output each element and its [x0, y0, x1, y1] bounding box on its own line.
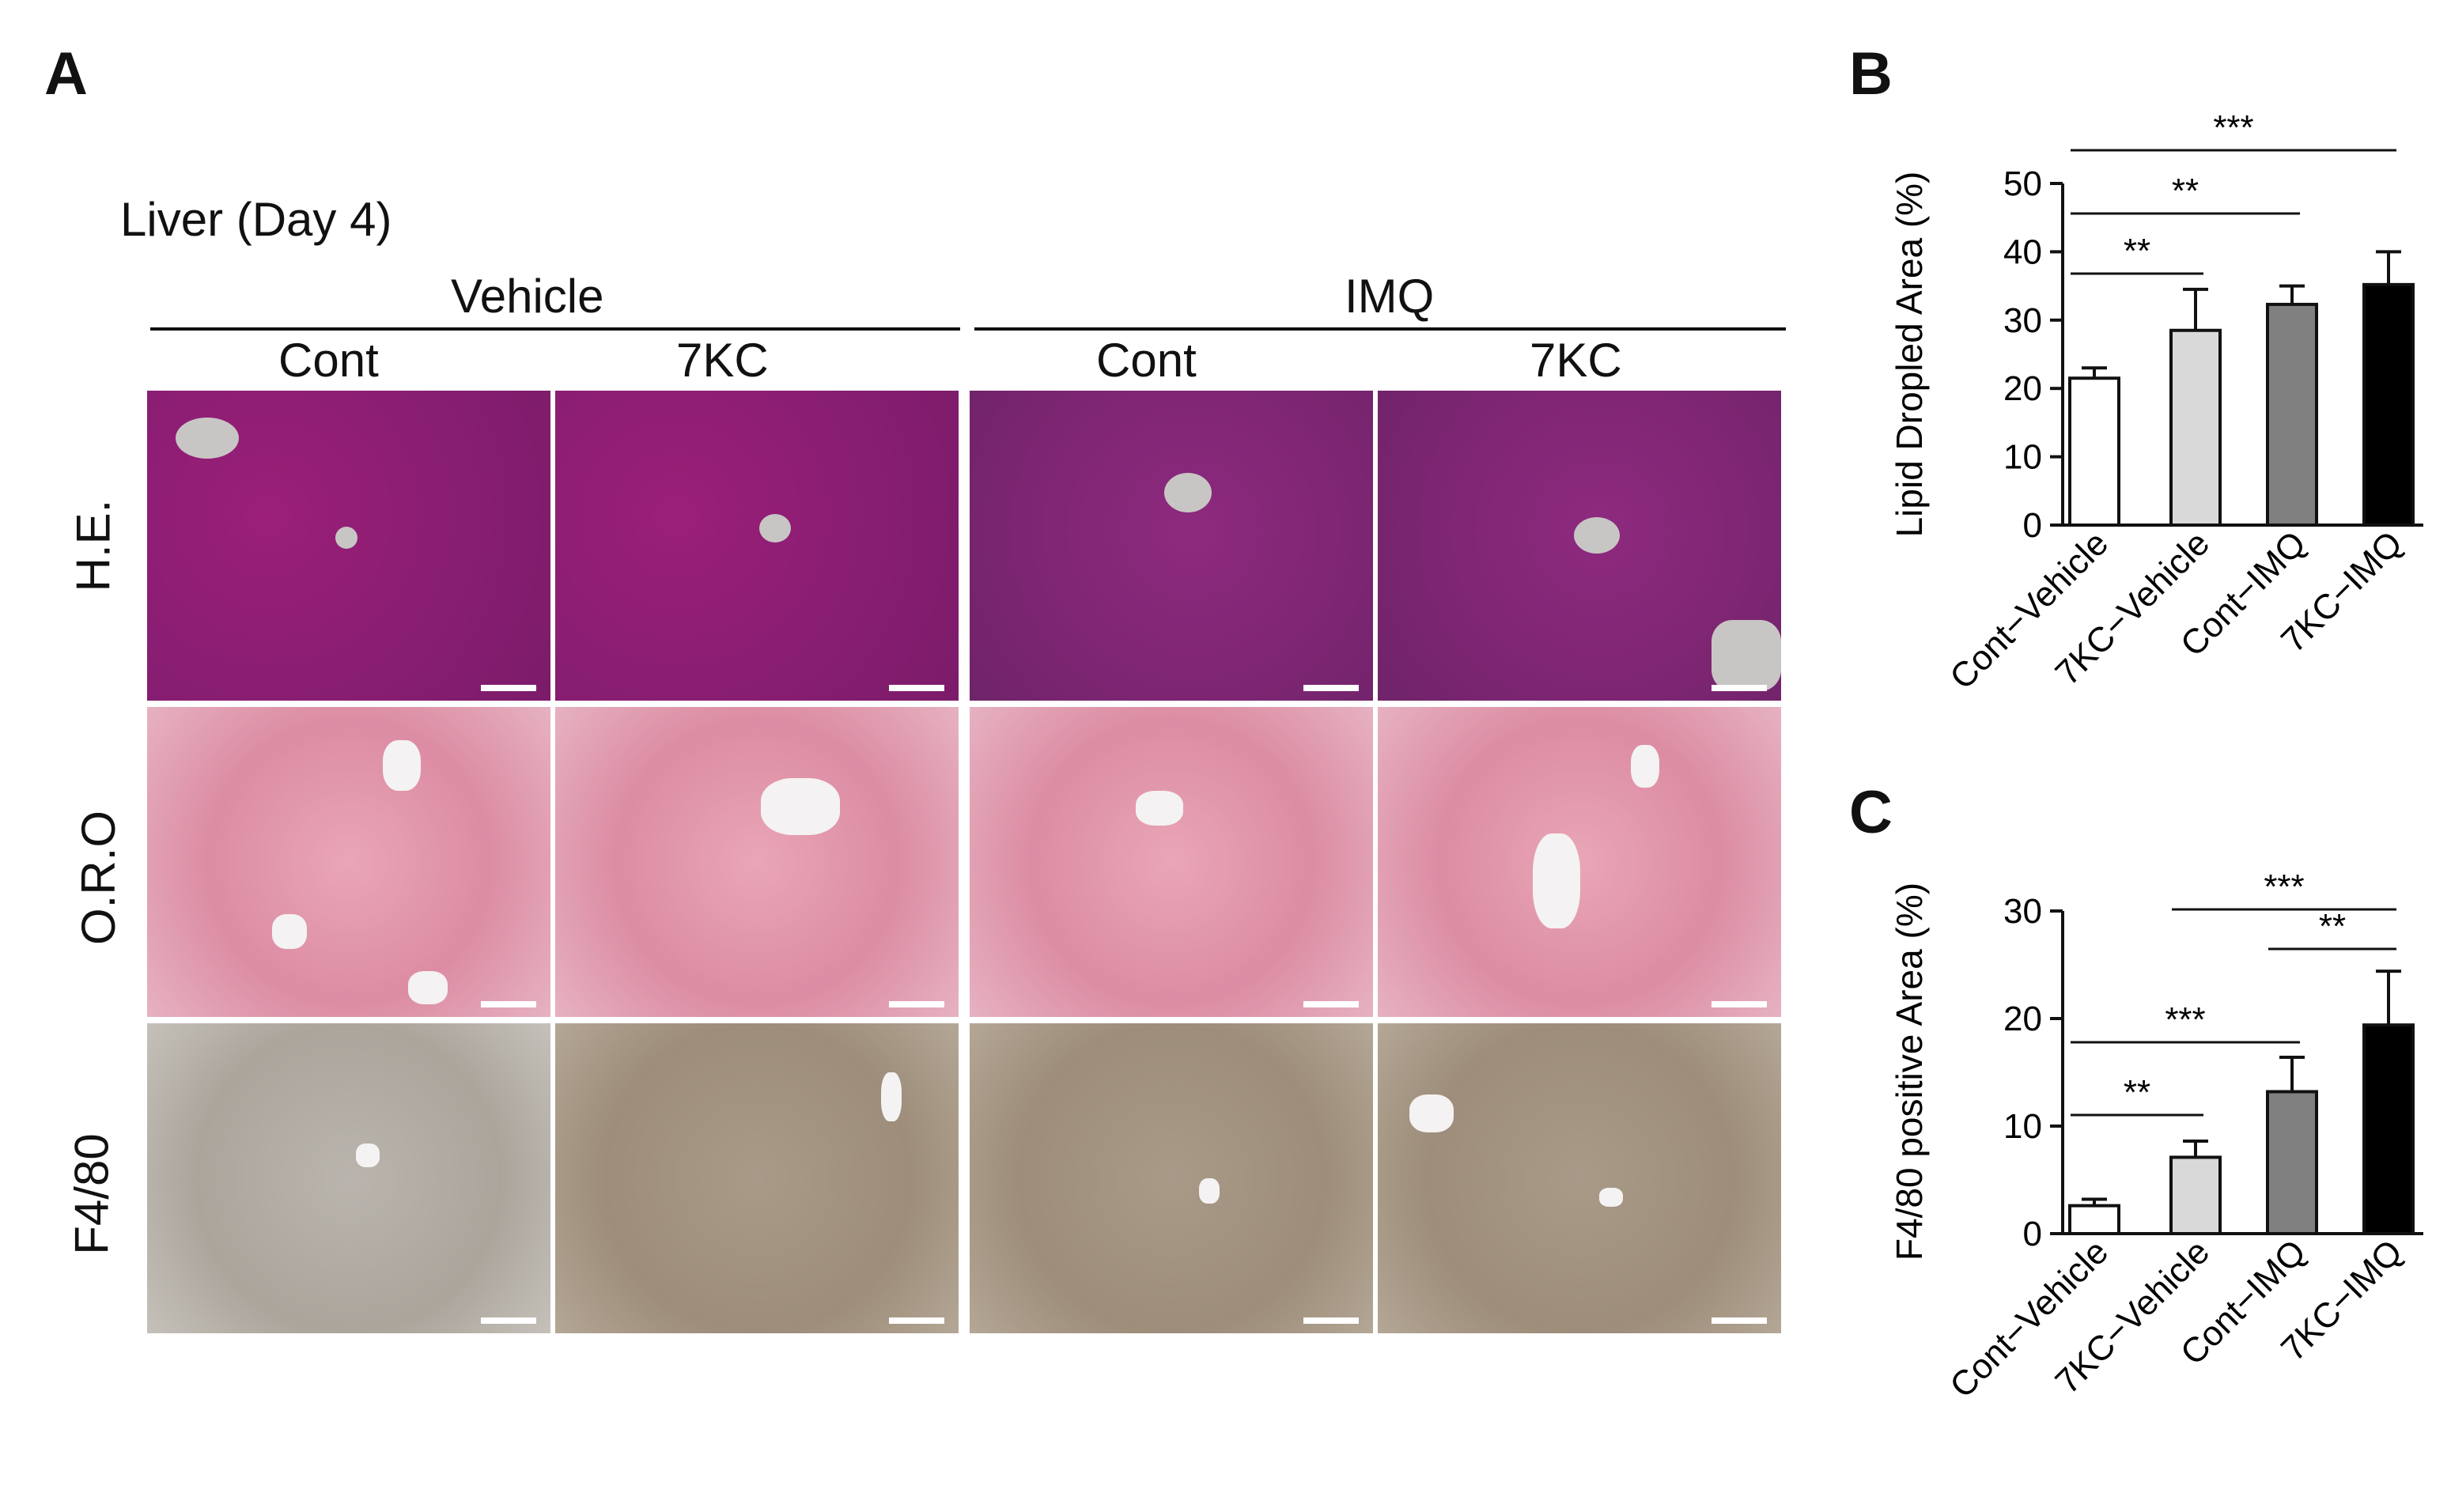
chart-c-significance-label: **: [2319, 907, 2346, 946]
chart-c-significance-label: **: [2124, 1073, 2150, 1112]
chart-b-significance-label: **: [2172, 172, 2199, 210]
chart-c-y-axis-title: F4/80 positive Area (%): [1889, 883, 1930, 1261]
chart-c-bar: [2266, 1090, 2318, 1235]
micrograph-oro-7kc-imq: [1378, 707, 1781, 1017]
chart-b-ytick-label: 20: [2003, 369, 2042, 408]
chart-b-bar: [2362, 282, 2415, 527]
group-label-imq: IMQ: [1345, 270, 1435, 323]
chart-c-significance-label: ***: [2165, 1000, 2205, 1039]
micrograph-f480-7kc-imq: [1378, 1023, 1781, 1333]
chart-b-ytick-label: 10: [2003, 438, 2042, 477]
chart-b-y-axis-title: Lipid Dropled Area (%): [1889, 172, 1930, 538]
micrograph-oro-cont-imq: [970, 707, 1373, 1017]
chart-c-bar: [2362, 1023, 2415, 1236]
panel-b-letter: B: [1849, 40, 1893, 108]
group-rule-imq: [974, 327, 1786, 331]
chart-b-ytick-label: 40: [2003, 232, 2042, 271]
chart-b-ytick-label: 30: [2003, 301, 2042, 340]
group-rule-vehicle: [150, 327, 960, 331]
chart-c-ytick-label: 0: [2023, 1215, 2042, 1253]
chart-c-ytick-label: 30: [2003, 892, 2042, 931]
column-label-cont-imq: Cont: [1096, 334, 1197, 387]
chart-b-bar: [2169, 328, 2222, 527]
chart-b-significance-label: **: [2124, 232, 2150, 270]
chart-b-ytick-label: 50: [2003, 164, 2042, 203]
chart-b-bar: [2068, 376, 2120, 527]
chart-c-significance-label: ***: [2264, 868, 2304, 906]
micrograph-oro-7kc-vehicle: [555, 707, 959, 1017]
micrograph-f480-cont-imq: [970, 1023, 1373, 1333]
chart-c-bar: [2169, 1155, 2222, 1235]
chart-b-ytick-label: 0: [2023, 506, 2042, 545]
column-label-7kc-imq: 7KC: [1530, 334, 1622, 387]
chart-c-ytick-label: 10: [2003, 1107, 2042, 1146]
group-label-vehicle: Vehicle: [451, 270, 604, 323]
micrograph-f480-cont-vehicle: [147, 1023, 550, 1333]
micrograph-oro-cont-vehicle: [147, 707, 550, 1017]
chart-b-bar: [2266, 302, 2318, 527]
column-label-cont-vehicle: Cont: [278, 334, 379, 387]
micrograph-he-cont-vehicle: [147, 391, 550, 701]
chart-c-ytick-label: 20: [2003, 1000, 2042, 1038]
chart-b-significance-label: ***: [2213, 108, 2253, 147]
column-label-7kc-vehicle: 7KC: [676, 334, 769, 387]
micrograph-he-7kc-vehicle: [555, 391, 959, 701]
panel-a-subtitle: Liver (Day 4): [120, 193, 392, 246]
chart-c-bar: [2068, 1204, 2120, 1236]
panel-c-letter: C: [1849, 779, 1893, 846]
micrograph-he-cont-imq: [970, 391, 1373, 701]
panel-a-letter: A: [44, 40, 88, 108]
micrograph-f480-7kc-vehicle: [555, 1023, 959, 1333]
micrograph-he-7kc-imq: [1378, 391, 1781, 701]
